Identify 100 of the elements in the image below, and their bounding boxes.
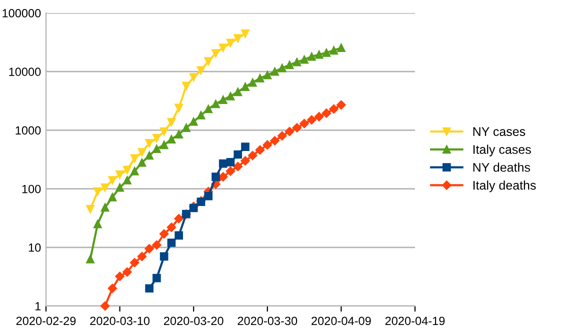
point <box>204 192 213 200</box>
point <box>137 252 147 262</box>
point <box>145 284 154 293</box>
point <box>108 176 117 184</box>
point <box>278 131 287 140</box>
point <box>93 187 102 196</box>
point <box>278 64 286 72</box>
point <box>262 140 272 150</box>
point <box>300 118 309 128</box>
point <box>152 134 161 142</box>
point <box>100 301 110 311</box>
x-tick-label: 2020-04-19 <box>385 316 445 326</box>
point <box>167 118 176 126</box>
point <box>166 222 176 232</box>
x-tick-label: 2020-02-29 <box>16 316 76 326</box>
point <box>284 126 294 136</box>
point <box>292 58 302 66</box>
point <box>122 267 132 277</box>
legend-label: Italy deaths <box>473 180 536 192</box>
y-tick-label: 1000 <box>16 126 41 135</box>
y-tick-label: 100 <box>22 184 41 194</box>
point <box>152 240 162 250</box>
point <box>330 46 338 55</box>
point <box>123 176 132 184</box>
point <box>145 139 154 148</box>
point <box>234 150 242 159</box>
point <box>240 156 250 166</box>
point <box>212 100 220 108</box>
point <box>234 88 242 96</box>
point <box>145 151 154 160</box>
point <box>337 44 346 52</box>
point <box>204 57 213 66</box>
y-tick-label: 10 <box>28 243 41 252</box>
point <box>167 238 176 247</box>
point <box>182 124 190 132</box>
point <box>248 150 258 160</box>
point <box>218 159 228 168</box>
point <box>189 117 198 126</box>
point <box>256 74 264 82</box>
point <box>196 66 206 75</box>
x-tick-label: 2020-03-10 <box>90 316 150 326</box>
point <box>138 158 146 167</box>
point <box>152 274 161 282</box>
point <box>116 170 124 179</box>
point <box>314 50 324 59</box>
point <box>159 229 169 239</box>
point <box>226 158 235 166</box>
point <box>226 92 235 100</box>
point <box>292 123 302 132</box>
point <box>307 115 316 125</box>
legend-label: NY deaths <box>473 162 530 172</box>
point <box>174 130 184 139</box>
point <box>108 284 118 293</box>
x-tick-label: 2020-03-20 <box>164 316 224 326</box>
point <box>218 96 228 104</box>
point <box>218 172 228 182</box>
point <box>212 172 220 182</box>
y-tick-label: 1 <box>35 302 41 310</box>
y-tick-label: 10000 <box>9 68 41 76</box>
point <box>336 100 346 110</box>
point <box>241 82 250 91</box>
point <box>314 112 324 122</box>
point <box>233 162 243 172</box>
point <box>212 49 220 58</box>
y-tick-label: 100000 <box>2 9 41 18</box>
point <box>174 231 184 240</box>
point <box>226 38 235 48</box>
point <box>160 252 168 261</box>
point <box>174 214 184 224</box>
point <box>86 254 94 264</box>
point <box>123 166 132 174</box>
point <box>189 73 198 82</box>
point <box>322 48 331 57</box>
point <box>93 220 102 228</box>
point <box>86 204 94 214</box>
point <box>138 148 146 156</box>
point <box>130 258 140 268</box>
point <box>270 67 279 76</box>
point <box>241 142 250 152</box>
point <box>174 104 184 112</box>
point <box>144 244 154 254</box>
point <box>160 127 168 136</box>
point <box>100 183 110 192</box>
point <box>329 104 338 114</box>
point <box>182 82 190 90</box>
point <box>226 166 236 176</box>
point <box>130 166 139 176</box>
point <box>241 29 250 38</box>
point <box>115 272 124 282</box>
x-tick-label: 2020-03-30 <box>238 316 298 326</box>
point <box>218 44 228 52</box>
point <box>234 34 242 42</box>
point <box>167 135 176 144</box>
point <box>322 108 332 118</box>
x-tick-label: 2020-04-09 <box>312 316 371 326</box>
point <box>160 140 168 150</box>
point <box>248 78 257 87</box>
point <box>308 52 316 61</box>
point <box>255 145 265 155</box>
point <box>263 70 272 80</box>
